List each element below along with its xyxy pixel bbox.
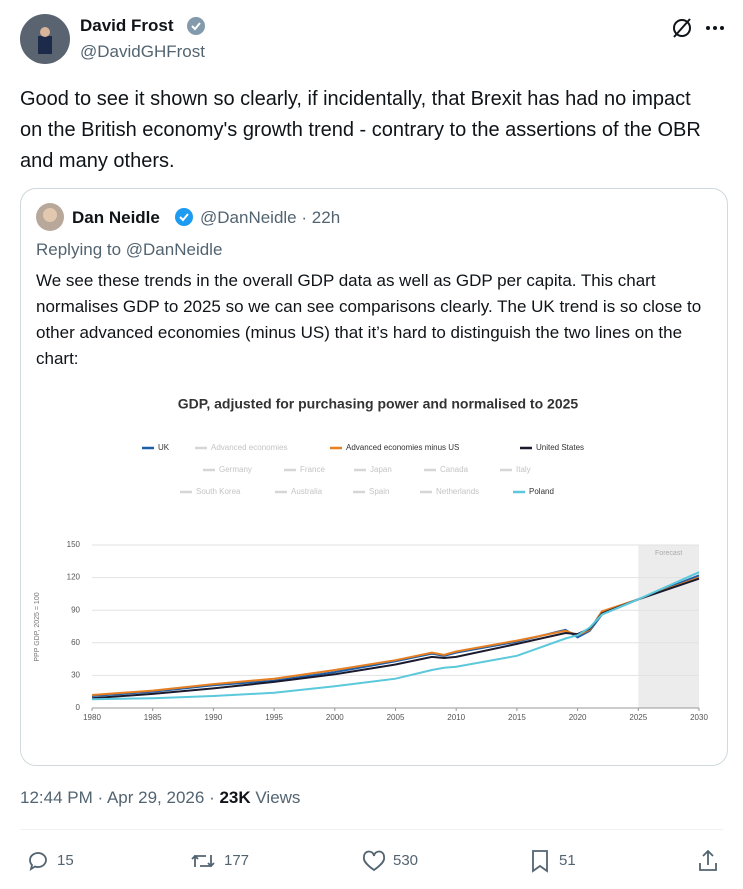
x-tick-label: 2010 bbox=[447, 713, 465, 722]
legend-label: Netherlands bbox=[436, 487, 479, 496]
views-count: 23K bbox=[219, 788, 251, 807]
retweet-count: 177 bbox=[224, 852, 250, 869]
y-tick-label: 0 bbox=[76, 703, 81, 712]
legend-label: Poland bbox=[529, 487, 554, 496]
legend-label: Spain bbox=[369, 487, 389, 496]
tweet-text: Good to see it shown so clearly, if inci… bbox=[20, 88, 701, 172]
legend-label: Advanced economies bbox=[211, 443, 288, 452]
y-tick-label: 30 bbox=[71, 671, 80, 680]
series-line bbox=[91, 571, 700, 701]
grok-icon[interactable] bbox=[670, 16, 694, 40]
x-tick-label: 1980 bbox=[83, 713, 101, 722]
legend-label: Canada bbox=[440, 465, 469, 474]
legend-label: UK bbox=[158, 443, 170, 452]
separator: · bbox=[97, 788, 104, 807]
reply-count: 15 bbox=[57, 852, 74, 869]
y-tick-label: 120 bbox=[67, 573, 81, 582]
x-tick-label: 2000 bbox=[326, 713, 344, 722]
x-tick-label: 1995 bbox=[265, 713, 283, 722]
retweet-icon[interactable] bbox=[190, 849, 216, 873]
author-name[interactable]: David Frost bbox=[80, 16, 174, 35]
series-line bbox=[91, 576, 700, 696]
like-icon[interactable] bbox=[361, 849, 387, 873]
x-tick-label: 2025 bbox=[629, 713, 647, 722]
quoted-author[interactable]: Dan Neidle bbox=[72, 208, 160, 227]
x-tick-label: 2015 bbox=[508, 713, 526, 722]
quoted-tweet[interactable] bbox=[20, 188, 728, 766]
legend-label: Germany bbox=[219, 465, 252, 474]
x-tick-label: 2030 bbox=[690, 713, 708, 722]
quoted-age: 22h bbox=[311, 208, 341, 227]
date: Apr 29, 2026 bbox=[106, 788, 205, 807]
views-label: Views bbox=[255, 788, 301, 807]
x-tick-label: 1985 bbox=[144, 713, 162, 722]
y-tick-label: 150 bbox=[67, 540, 81, 549]
forecast-region bbox=[638, 545, 699, 708]
forecast-label: Forecast bbox=[655, 550, 682, 557]
like-count: 530 bbox=[393, 852, 419, 869]
y-tick-label: 60 bbox=[71, 638, 80, 647]
bookmark-count: 51 bbox=[559, 852, 576, 869]
quoted-handle: @DanNeidle bbox=[200, 208, 297, 227]
legend-label: Australia bbox=[291, 487, 323, 496]
avatar[interactable] bbox=[20, 14, 70, 64]
legend-label: Advanced economies minus US bbox=[346, 443, 459, 452]
bookmark-icon[interactable] bbox=[528, 848, 552, 874]
x-tick-label: 2020 bbox=[569, 713, 587, 722]
y-tick-label: 90 bbox=[71, 605, 80, 614]
verified-badge bbox=[175, 208, 193, 226]
author-handle[interactable]: @DavidGHFrost bbox=[80, 42, 205, 61]
legend-label: France bbox=[300, 465, 325, 474]
series-line bbox=[91, 577, 700, 700]
replying-to: Replying to @DanNeidle bbox=[36, 240, 223, 259]
quoted-text: We see these trends in the overall GDP d… bbox=[36, 271, 702, 368]
quoted-meta: @DanNeidle · 22h bbox=[200, 208, 340, 228]
chart: GDP, adjusted for purchasing power and n… bbox=[34, 396, 709, 722]
x-tick-label: 1990 bbox=[205, 713, 223, 722]
share-icon[interactable] bbox=[696, 848, 720, 874]
legend-label: Italy bbox=[516, 465, 531, 474]
chart-title: GDP, adjusted for purchasing power and n… bbox=[178, 396, 579, 412]
y-axis-label: PPP GDP, 2025 = 100 bbox=[34, 592, 41, 661]
verified-badge bbox=[187, 17, 205, 35]
legend-label: United States bbox=[536, 443, 584, 452]
separator: · bbox=[301, 208, 308, 227]
x-tick-label: 2005 bbox=[387, 713, 405, 722]
legend-label: South Korea bbox=[196, 487, 241, 496]
time: 12:44 PM bbox=[20, 788, 93, 807]
timestamp: 12:44 PM · Apr 29, 2026 · 23K Views bbox=[20, 788, 300, 808]
divider bbox=[20, 829, 723, 830]
separator: · bbox=[209, 788, 215, 807]
quoted-avatar bbox=[36, 203, 64, 231]
legend-label: Japan bbox=[370, 465, 392, 474]
more-icon[interactable] bbox=[704, 18, 726, 38]
reply-icon[interactable] bbox=[26, 849, 50, 873]
